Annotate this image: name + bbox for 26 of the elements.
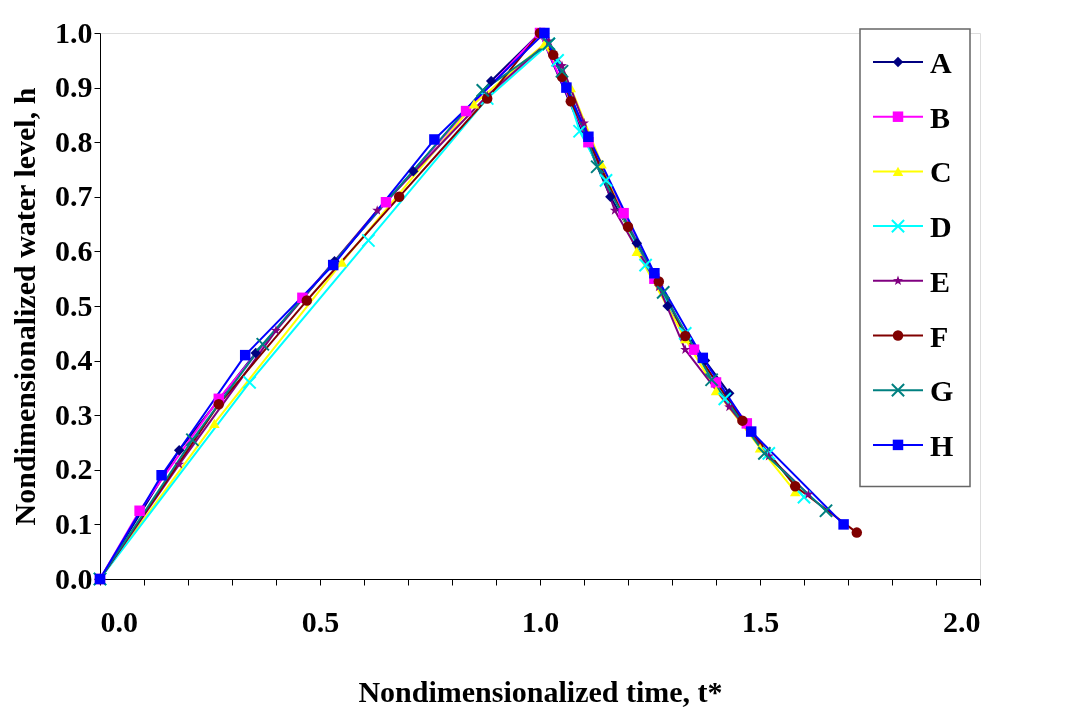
- legend-label: E: [930, 264, 951, 298]
- y-tick-label: 1.0: [55, 15, 93, 49]
- x-tick-label: 0.0: [100, 604, 138, 638]
- y-tick-label: 0.8: [55, 124, 93, 158]
- y-tick-label: 0.2: [55, 452, 93, 486]
- y-tick-label: 0.5: [55, 288, 93, 322]
- legend-label: A: [930, 46, 952, 79]
- legend-label: B: [930, 100, 951, 134]
- y-axis-title: Nondimensionalized water level, h: [8, 87, 41, 526]
- x-tick-label: 2.0: [943, 604, 981, 638]
- x-tick-label: 1.0: [521, 604, 560, 638]
- legend-label: G: [930, 374, 954, 408]
- legend-label: C: [930, 155, 952, 189]
- y-tick-label: 0.1: [55, 506, 93, 540]
- x-tick-label: 1.5: [741, 604, 780, 638]
- y-tick-label: 0.3: [55, 397, 93, 431]
- y-tick-label: 0.4: [55, 343, 93, 377]
- legend-label: H: [930, 428, 954, 462]
- legend-label: D: [930, 210, 952, 244]
- y-tick-label: 0.9: [55, 70, 93, 104]
- y-tick-label: 0.0: [55, 561, 93, 595]
- y-tick-label: 0.7: [55, 179, 93, 213]
- y-tick-label: 0.6: [55, 233, 93, 267]
- x-tick-label: 0.5: [301, 604, 340, 638]
- legend-label: F: [930, 319, 949, 353]
- x-axis-title: Nondimensionalized time, t*: [358, 674, 723, 708]
